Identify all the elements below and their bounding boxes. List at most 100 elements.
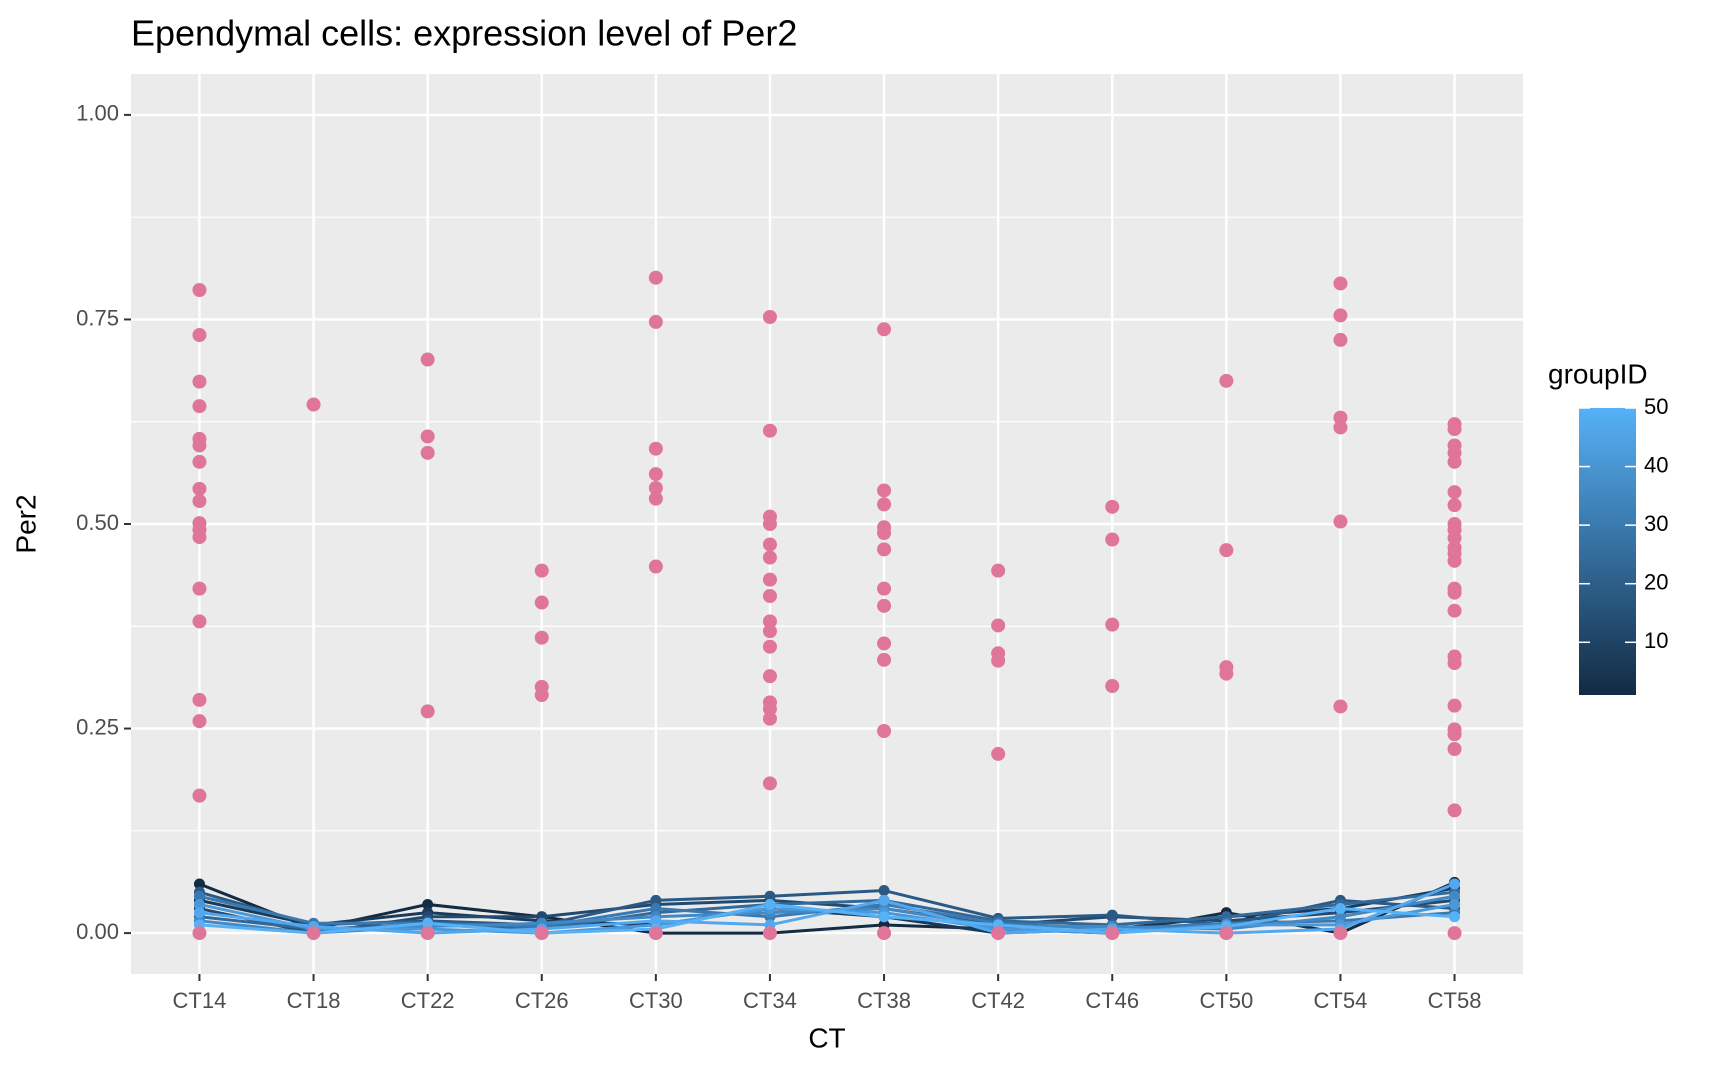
- y-axis-title: Per2: [10, 494, 41, 553]
- colorbar: [1579, 408, 1636, 695]
- group-point: [193, 878, 205, 890]
- point: [1333, 410, 1348, 425]
- point: [420, 352, 435, 367]
- group-point: [878, 885, 890, 897]
- x-tick-label: CT26: [515, 988, 569, 1013]
- point: [991, 618, 1006, 633]
- x-tick-label: CT34: [743, 988, 797, 1013]
- point: [192, 692, 207, 707]
- point: [1447, 422, 1462, 437]
- point: [1219, 543, 1234, 558]
- point: [648, 441, 663, 456]
- x-tick-label: CT46: [1085, 988, 1139, 1013]
- colorbar-tick-label: 50: [1644, 394, 1668, 419]
- point: [1105, 532, 1120, 547]
- point: [192, 399, 207, 414]
- point: [192, 614, 207, 629]
- point: [1219, 926, 1234, 941]
- y-tick-label: 0.00: [76, 919, 119, 944]
- point: [1447, 656, 1462, 671]
- point: [762, 669, 777, 684]
- x-tick-label: CT14: [173, 988, 227, 1013]
- group-point: [1449, 898, 1461, 910]
- point: [991, 746, 1006, 761]
- point: [1105, 926, 1120, 941]
- point: [1333, 332, 1348, 347]
- point: [762, 589, 777, 603]
- point: [1447, 803, 1462, 818]
- point: [1447, 553, 1462, 568]
- point: [877, 724, 892, 738]
- point: [420, 926, 435, 941]
- group-point: [650, 915, 662, 927]
- x-axis-title: CT: [808, 1022, 845, 1053]
- point: [762, 624, 777, 639]
- point: [420, 704, 435, 719]
- point: [762, 711, 777, 726]
- point: [192, 788, 207, 803]
- point: [762, 701, 777, 716]
- point: [192, 714, 207, 729]
- group-line: [199, 902, 1455, 935]
- point: [991, 563, 1006, 578]
- point: [648, 926, 663, 941]
- point: [192, 581, 207, 596]
- point: [1333, 514, 1348, 529]
- point: [1219, 666, 1234, 681]
- group-point: [650, 894, 662, 906]
- point: [648, 270, 663, 285]
- point: [306, 926, 321, 941]
- y-tick-label: 1.00: [76, 101, 119, 126]
- point: [877, 598, 892, 613]
- x-tick-label: CT42: [971, 988, 1025, 1013]
- point: [762, 550, 777, 565]
- x-tick-label: CT30: [629, 988, 683, 1013]
- point: [1447, 454, 1462, 469]
- point: [1105, 617, 1120, 632]
- point: [762, 310, 777, 324]
- group-line: [199, 889, 1455, 927]
- x-tick-label: CT38: [857, 988, 911, 1013]
- point: [762, 537, 777, 552]
- legend-title: groupID: [1548, 358, 1648, 389]
- point: [192, 328, 207, 342]
- group-point: [193, 890, 205, 902]
- group-point: [1106, 909, 1118, 921]
- x-tick-label: CT54: [1314, 988, 1368, 1013]
- colorbar-tick-label: 20: [1644, 570, 1668, 595]
- y-tick-label: 0.25: [76, 714, 119, 739]
- point: [192, 374, 207, 389]
- point: [1333, 308, 1348, 323]
- point: [877, 581, 892, 596]
- point: [762, 639, 777, 654]
- point: [1447, 742, 1462, 756]
- point: [877, 542, 892, 557]
- point: [648, 559, 663, 574]
- point: [877, 483, 892, 498]
- point: [762, 926, 777, 941]
- point: [1447, 585, 1462, 600]
- point: [306, 397, 321, 412]
- point: [877, 322, 892, 337]
- x-tick-label: CT18: [287, 988, 341, 1013]
- point: [192, 454, 207, 469]
- x-tick-label: CT22: [401, 988, 455, 1013]
- point: [991, 653, 1006, 668]
- point: [534, 595, 549, 610]
- point: [648, 491, 663, 506]
- group-point: [193, 907, 205, 919]
- point: [877, 652, 892, 667]
- group-point: [764, 898, 776, 910]
- point: [877, 636, 892, 651]
- point: [762, 423, 777, 438]
- point: [192, 530, 207, 545]
- point: [762, 517, 777, 531]
- point: [192, 283, 207, 297]
- point: [762, 614, 777, 629]
- point: [648, 481, 663, 495]
- point: [1447, 926, 1462, 941]
- point: [1447, 530, 1462, 545]
- point: [1333, 420, 1348, 435]
- point: [762, 572, 777, 587]
